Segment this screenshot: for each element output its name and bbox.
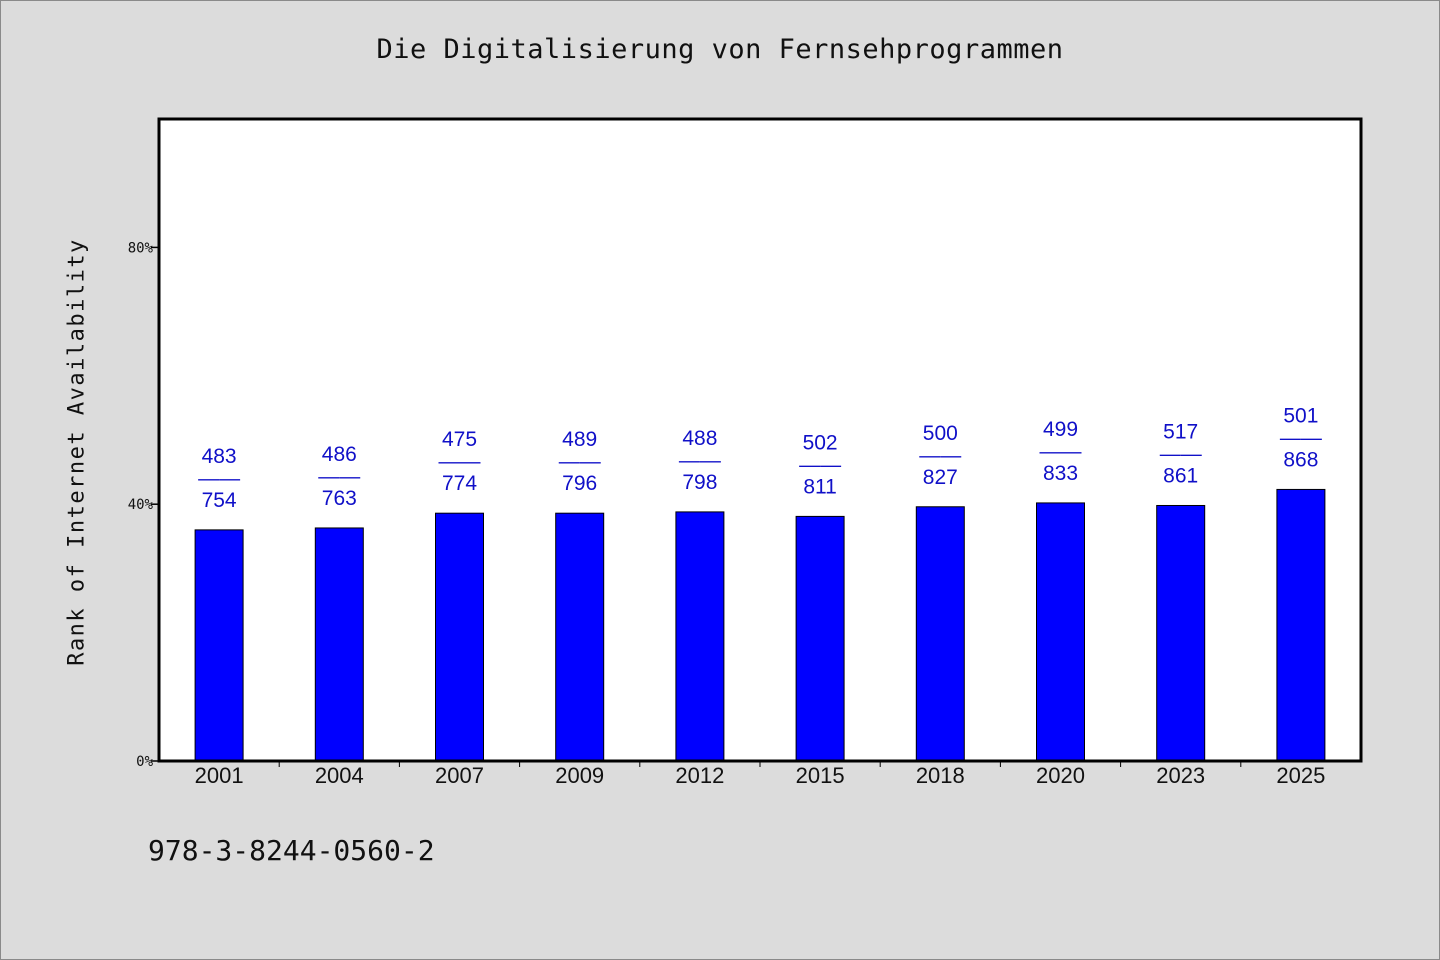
bar-label-separator: —— (198, 467, 240, 490)
bar-label-bottom: 763 (322, 487, 357, 510)
bar-label-top: 500 (923, 422, 958, 445)
bar-label-separator: —— (679, 449, 721, 472)
bar-label-separator: —— (1040, 440, 1082, 463)
bar-label-separator: —— (439, 450, 481, 473)
bar-2020 (1036, 502, 1085, 762)
bar-label-top: 488 (682, 427, 717, 450)
y-tick-label: 40% (128, 497, 154, 513)
bar-label-separator: —— (318, 465, 360, 488)
bar-2012 (675, 511, 725, 762)
bar-label-bottom: 774 (442, 472, 477, 495)
bar-2001 (194, 529, 244, 762)
bar-2025 (1276, 488, 1326, 762)
bar-label-separator: —— (1280, 426, 1322, 449)
bar-label-bottom: 811 (803, 475, 836, 498)
bar-label-top: 499 (1043, 418, 1078, 441)
bar-label-bottom: 833 (1043, 462, 1078, 485)
y-tick-label: 80% (128, 240, 154, 256)
y-tick-label: 0% (136, 754, 153, 770)
x-tick-label: 2023 (1156, 763, 1205, 788)
bar-2015 (795, 515, 845, 762)
bar-2007 (435, 512, 484, 762)
bar-label-top: 483 (202, 445, 237, 468)
bar-2023 (1156, 504, 1206, 762)
bar-label-bottom: 796 (562, 472, 597, 495)
bar-2018 (915, 506, 965, 762)
plot-border (157, 117, 1363, 763)
bar-label-separator: —— (799, 453, 841, 476)
x-tick-label: 2012 (675, 763, 724, 788)
x-tick-label: 2007 (435, 763, 484, 788)
chart-title: Die Digitalisierung von Fernsehprogramme… (376, 34, 1064, 65)
bar-label-top: 475 (442, 428, 477, 451)
bar-label-bottom: 861 (1163, 464, 1198, 487)
bar-2004 (314, 527, 364, 762)
bar-2009 (555, 512, 605, 762)
bar-label-top: 489 (562, 428, 597, 451)
bar-label-bottom: 798 (682, 471, 717, 494)
bar-label-top: 486 (322, 443, 357, 466)
bar-label-top: 517 (1163, 420, 1198, 443)
bar-label-separator: —— (559, 450, 601, 473)
x-tick-label: 2009 (555, 763, 604, 788)
bar-label-separator: —— (1160, 442, 1202, 465)
bar-label-top: 502 (803, 431, 838, 454)
bar-label-bottom: 754 (202, 489, 237, 512)
bar-label-separator: —— (919, 444, 961, 467)
bar-label-top: 501 (1283, 404, 1318, 427)
bar-label-bottom: 827 (923, 466, 958, 489)
x-tick-label: 2015 (796, 763, 845, 788)
x-tick-label: 2001 (195, 763, 244, 788)
bar-label-bottom: 868 (1283, 448, 1318, 471)
footnote-isbn: 978-3-8244-0560-2 (148, 834, 435, 867)
x-tick-label: 2020 (1036, 763, 1085, 788)
x-tick-label: 2004 (315, 763, 364, 788)
x-tick-label: 2025 (1276, 763, 1325, 788)
x-tick-label: 2018 (916, 763, 965, 788)
